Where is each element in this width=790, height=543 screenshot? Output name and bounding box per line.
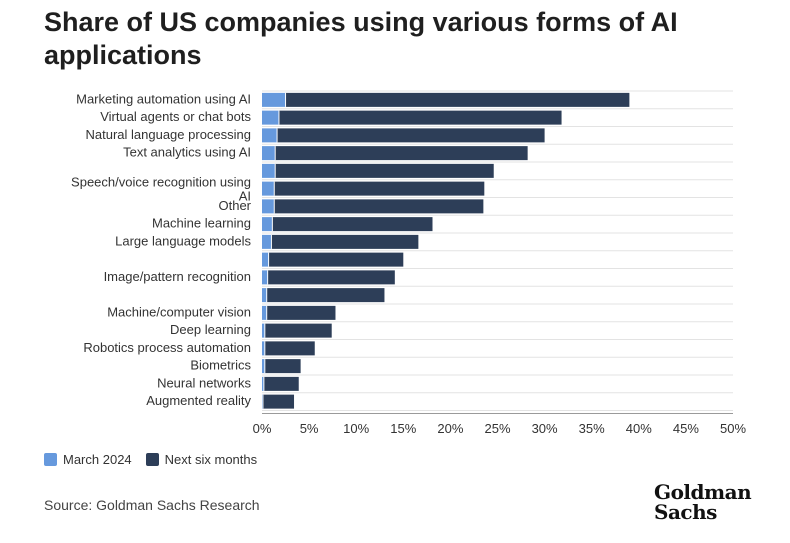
x-tick-label: 40%	[626, 421, 652, 436]
x-tick-label: 10%	[343, 421, 369, 436]
category-label: Neural networks	[157, 375, 251, 390]
bar-march-2024	[262, 270, 268, 285]
category-label: Virtual agents or chat bots	[100, 109, 251, 124]
bar-next-six-months	[272, 217, 433, 232]
x-tick-label: 5%	[300, 421, 319, 436]
x-tick-label: 0%	[253, 421, 272, 436]
bar-march-2024	[262, 341, 265, 356]
x-tick-label: 50%	[720, 421, 746, 436]
bar-march-2024	[262, 199, 275, 214]
category-label: Other	[218, 198, 251, 213]
bar-march-2024	[262, 234, 272, 249]
bar-next-six-months	[263, 376, 299, 391]
legend-swatch-next	[145, 453, 159, 466]
bar-march-2024	[262, 288, 267, 303]
goldman-sachs-logo: Goldman Sachs	[654, 480, 752, 524]
category-label: Machine/computer vision	[107, 304, 251, 319]
category-labels: Marketing automation using AI Virtual age…	[71, 91, 252, 408]
category-label-line: Speech/voice recognition using	[71, 175, 251, 190]
category-label: Augmented reality	[146, 393, 251, 408]
chart-title: Share of US companies using various form…	[44, 7, 678, 70]
bar-next-six-months	[267, 270, 395, 285]
x-tick-label: 15%	[390, 421, 416, 436]
category-label: Marketing automation using AI	[76, 91, 251, 106]
bar-next-six-months	[278, 110, 562, 125]
legend-swatch-march	[44, 453, 57, 466]
category-label-line: AI	[239, 189, 251, 204]
category-label: Machine learning	[152, 216, 251, 231]
category-label: Deep learning	[170, 322, 251, 337]
legend-item-next: Next six months	[145, 452, 258, 467]
x-tick-labels: 0% 5% 10% 15% 20% 25% 30% 35% 40% 45% 50%	[253, 421, 747, 436]
bar-next-six-months	[266, 288, 385, 303]
bar-chart: Marketing automation using AI Virtual age…	[71, 90, 747, 436]
bar-next-six-months	[264, 359, 301, 374]
legend-label-march: March 2024	[63, 452, 132, 467]
legend-item-march: March 2024	[44, 452, 132, 467]
logo-line-1: Goldman	[654, 480, 752, 504]
bar-march-2024	[262, 217, 273, 232]
bar-march-2024	[262, 146, 276, 161]
bar-next-six-months	[274, 181, 485, 196]
gridlines	[262, 90, 733, 414]
bar-next-six-months	[264, 341, 315, 356]
bar-next-six-months	[275, 163, 494, 178]
category-label: Biometrics	[190, 358, 251, 373]
bar-next-six-months	[275, 146, 528, 161]
bar-march-2024	[262, 323, 265, 338]
bar-next-six-months	[262, 394, 295, 409]
legend-label-next: Next six months	[164, 452, 258, 467]
category-label: Large language models	[115, 233, 251, 248]
x-tick-label: 20%	[437, 421, 463, 436]
bar-march-2024	[262, 305, 267, 320]
bar-march-2024	[262, 359, 265, 374]
bar-march-2024	[262, 92, 286, 107]
x-tick-label: 30%	[532, 421, 558, 436]
bar-march-2024	[262, 181, 275, 196]
source-note: Source: Goldman Sachs Research	[44, 497, 260, 513]
x-tick-label: 35%	[579, 421, 605, 436]
bar-march-2024	[262, 163, 276, 178]
bar-next-six-months	[277, 128, 545, 143]
category-label: Robotics process automation	[83, 340, 251, 355]
x-tick-label: 45%	[673, 421, 699, 436]
x-tick-label: 25%	[484, 421, 510, 436]
bar-next-six-months	[285, 92, 630, 107]
bars	[262, 92, 630, 409]
bar-next-six-months	[264, 323, 332, 338]
category-label: Natural language processing	[86, 127, 252, 142]
bar-next-six-months	[266, 305, 336, 320]
category-label: Image/pattern recognition	[104, 269, 251, 284]
bar-next-six-months	[274, 199, 484, 214]
bar-march-2024	[262, 376, 264, 391]
bar-next-six-months	[271, 234, 419, 249]
bar-march-2024	[262, 128, 278, 143]
logo-line-2: Sachs	[654, 500, 717, 524]
category-label: Text analytics using AI	[123, 145, 251, 160]
bar-march-2024	[262, 252, 269, 267]
category-label: Speech/voice recognition using AI	[71, 175, 251, 204]
bar-march-2024	[262, 110, 279, 125]
bar-next-six-months	[268, 252, 404, 267]
legend: March 2024 Next six months	[44, 452, 271, 467]
